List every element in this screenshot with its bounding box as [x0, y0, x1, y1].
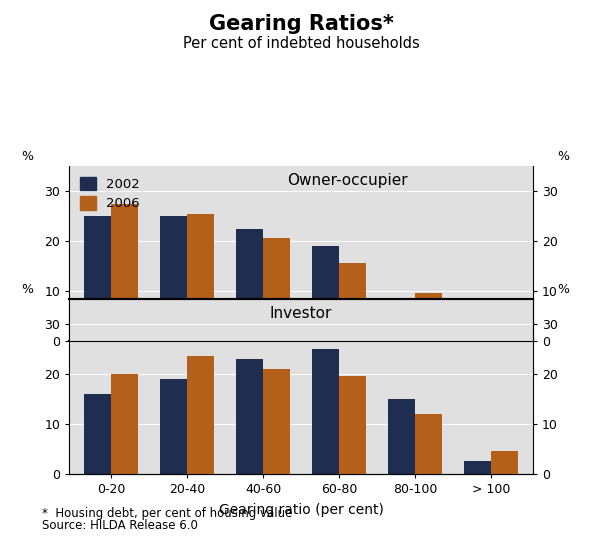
Text: %: % — [557, 150, 569, 163]
Text: %: % — [22, 283, 34, 296]
Bar — [415, 414, 442, 474]
Text: Investor: Investor — [270, 306, 332, 321]
Bar — [237, 359, 263, 474]
Bar — [84, 394, 111, 474]
Bar — [160, 216, 187, 341]
Bar — [312, 246, 339, 341]
Bar — [263, 238, 290, 341]
Bar — [388, 306, 415, 341]
Bar — [187, 213, 214, 341]
Text: *  Housing debt, per cent of housing value: * Housing debt, per cent of housing valu… — [42, 507, 293, 520]
Bar — [111, 204, 138, 341]
Bar — [464, 461, 491, 474]
Text: %: % — [22, 150, 34, 163]
Bar — [491, 451, 518, 474]
Text: Per cent of indebted households: Per cent of indebted households — [182, 36, 420, 51]
Bar — [388, 399, 415, 474]
Bar — [491, 321, 518, 341]
Bar — [111, 374, 138, 474]
Bar — [263, 369, 290, 474]
Bar — [339, 377, 365, 474]
Bar — [415, 294, 442, 341]
Bar — [464, 324, 491, 341]
Text: Source: HILDA Release 6.0: Source: HILDA Release 6.0 — [42, 519, 198, 532]
Text: %: % — [557, 283, 569, 296]
Text: Owner-occupier: Owner-occupier — [287, 173, 408, 188]
Bar — [84, 216, 111, 341]
Bar — [312, 349, 339, 474]
Bar — [160, 379, 187, 474]
Text: Gearing Ratios*: Gearing Ratios* — [208, 14, 394, 34]
X-axis label: Gearing ratio (per cent): Gearing ratio (per cent) — [219, 502, 383, 517]
Bar — [339, 264, 365, 341]
Legend: 2002, 2006: 2002, 2006 — [75, 172, 145, 216]
Bar — [187, 357, 214, 474]
Bar — [237, 229, 263, 341]
